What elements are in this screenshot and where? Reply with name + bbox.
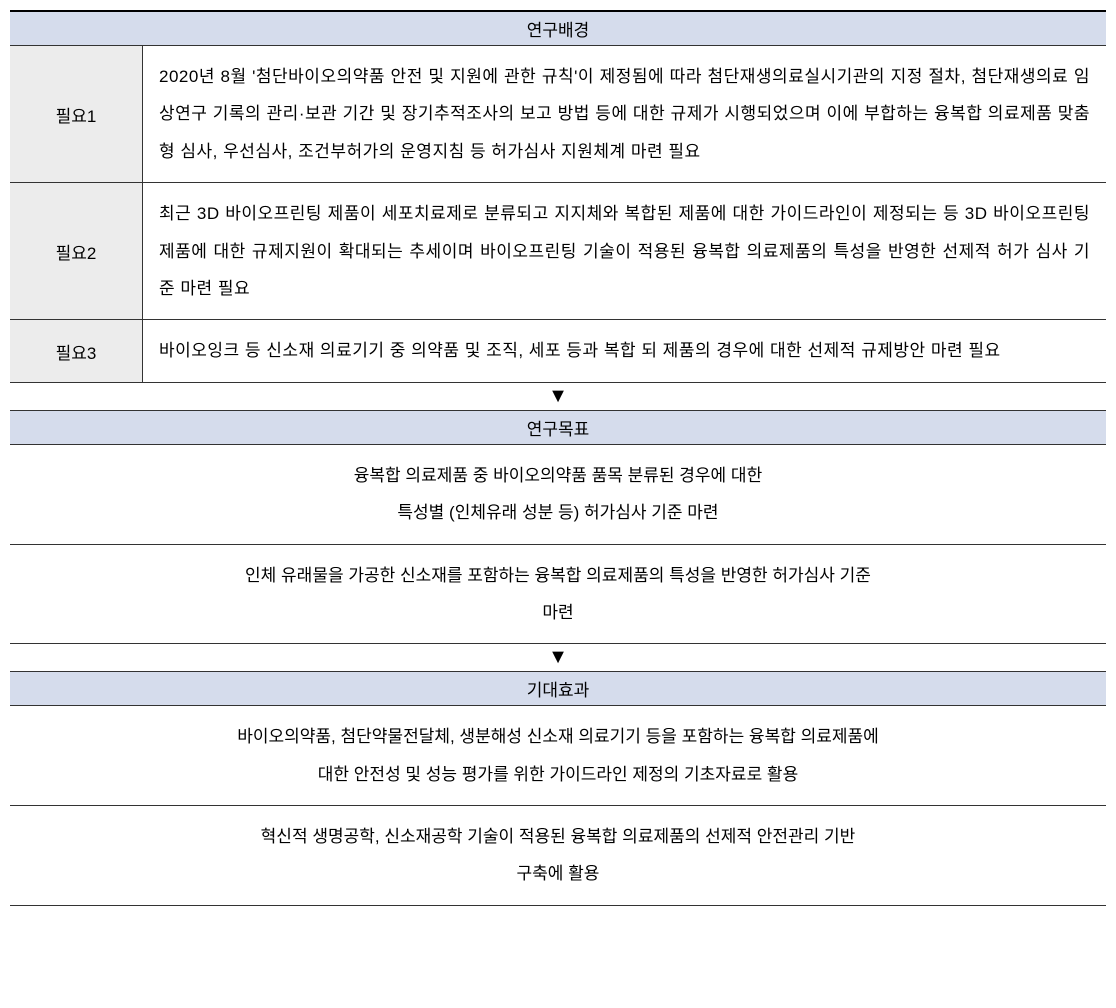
need2-label: 필요2 (10, 183, 143, 320)
background-table: 연구배경 필요1 2020년 8월 '첨단바이오의약품 안전 및 지원에 관한 … (10, 10, 1106, 383)
effect-row-2: 혁신적 생명공학, 신소재공학 기술이 적용된 융복합 의료제품의 선제적 안전… (10, 806, 1106, 906)
background-header: 연구배경 (10, 11, 1106, 46)
effects-header: 기대효과 (10, 672, 1106, 706)
objective-row-2: 인체 유래물을 가공한 신소재를 포함하는 융복합 의료제품의 특성을 반영한 … (10, 544, 1106, 644)
arrow-1: ▼ (10, 383, 1106, 410)
need2-text: 최근 3D 바이오프린팅 제품이 세포치료제로 분류되고 지지체와 복합된 제품… (143, 183, 1107, 320)
objectives-header: 연구목표 (10, 410, 1106, 444)
arrow-2: ▼ (10, 644, 1106, 671)
objective-row-1: 융복합 의료제품 중 바이오의약품 품목 분류된 경우에 대한특성별 (인체유래… (10, 444, 1106, 544)
need1-text: 2020년 8월 '첨단바이오의약품 안전 및 지원에 관한 규칙'이 제정됨에… (143, 46, 1107, 183)
objectives-table: 연구목표 융복합 의료제품 중 바이오의약품 품목 분류된 경우에 대한특성별 … (10, 410, 1106, 645)
effects-table: 기대효과 바이오의약품, 첨단약물전달체, 생분해성 신소재 의료기기 등을 포… (10, 671, 1106, 906)
need3-text: 바이오잉크 등 신소재 의료기기 중 의약품 및 조직, 세포 등과 복합 되 … (143, 320, 1107, 382)
need3-label: 필요3 (10, 320, 143, 382)
effect-row-1: 바이오의약품, 첨단약물전달체, 생분해성 신소재 의료기기 등을 포함하는 융… (10, 706, 1106, 806)
need1-label: 필요1 (10, 46, 143, 183)
